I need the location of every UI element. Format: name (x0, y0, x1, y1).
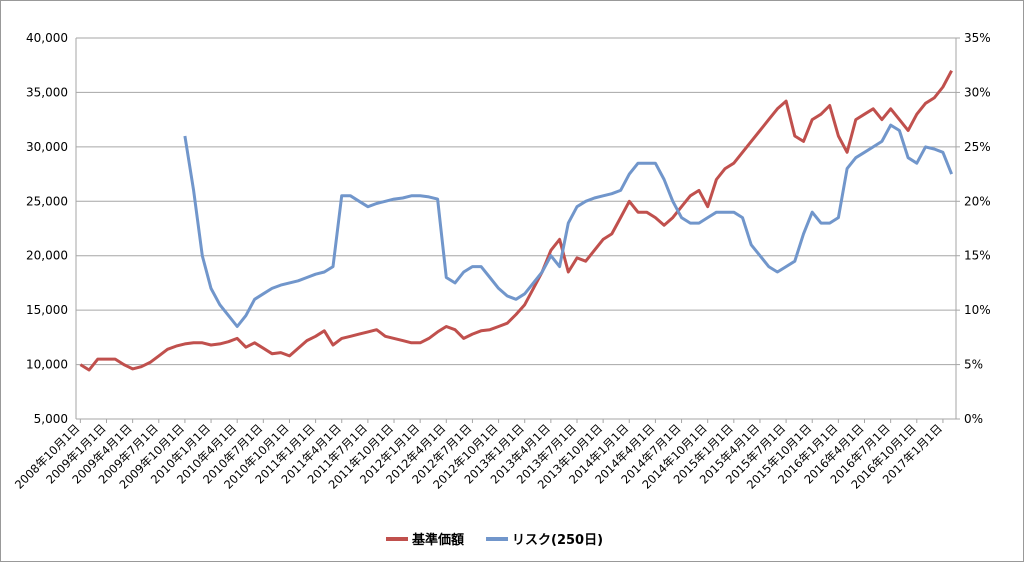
y2-tick-label: 0% (964, 412, 983, 426)
y-tick-label: 5,000 (34, 412, 68, 426)
y-tick-label: 30,000 (26, 140, 68, 154)
y2-tick-label: 15% (964, 249, 991, 263)
y2-tick-label: 5% (964, 358, 983, 372)
y2-tick-label: 25% (964, 140, 991, 154)
y2-tick-label: 35% (964, 31, 991, 45)
series-line (79, 69, 953, 372)
y-tick-label: 25,000 (26, 194, 68, 208)
series-line (183, 123, 953, 328)
y2-tick-label: 20% (964, 194, 991, 208)
y-tick-label: 40,000 (26, 31, 68, 45)
legend-label: 基準価額 (411, 532, 464, 548)
y-tick-label: 10,000 (26, 358, 68, 372)
legend-label: リスク(250日) (512, 533, 603, 548)
y2-tick-label: 10% (964, 303, 991, 317)
y-tick-label: 20,000 (26, 249, 68, 263)
y2-tick-label: 30% (964, 85, 991, 99)
y-tick-label: 15,000 (26, 303, 68, 317)
y-tick-label: 35,000 (26, 85, 68, 99)
